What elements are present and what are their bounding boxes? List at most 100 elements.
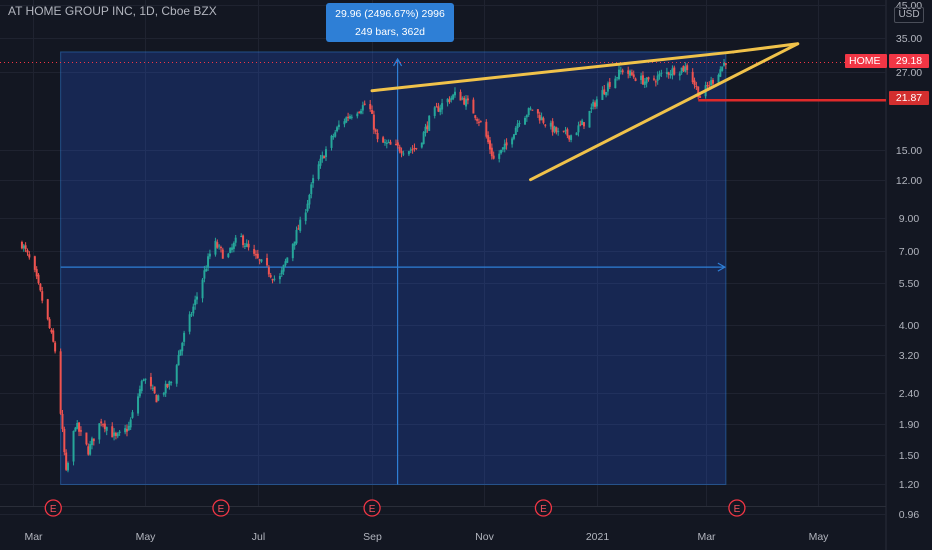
candle	[157, 394, 160, 402]
candle	[179, 349, 182, 356]
y-tick-label: 1.90	[899, 419, 920, 431]
candle	[411, 145, 414, 154]
candle-body	[389, 141, 392, 145]
candle	[345, 116, 348, 124]
candle-body	[529, 108, 532, 110]
candle	[500, 149, 503, 155]
candle	[603, 84, 606, 96]
candle	[669, 69, 672, 79]
candle-body	[402, 153, 405, 155]
candle-body	[490, 147, 493, 157]
candle-body	[67, 463, 70, 471]
candle	[361, 101, 364, 115]
candle-body	[37, 274, 40, 284]
trendline[interactable]	[370, 50, 735, 93]
candle	[422, 130, 425, 145]
candle	[168, 380, 171, 390]
candle	[350, 114, 353, 120]
candle-body	[183, 332, 186, 342]
candle	[74, 426, 77, 432]
candle-body	[256, 253, 259, 259]
candle-body	[142, 379, 145, 381]
candle	[22, 243, 25, 252]
candle-body	[74, 427, 77, 432]
y-tick-label: 1.50	[899, 450, 920, 462]
x-tick-label: Nov	[475, 531, 494, 543]
candle	[581, 118, 584, 126]
candle	[582, 121, 585, 130]
candle	[553, 125, 556, 134]
candle-body	[706, 85, 709, 87]
candle-body	[254, 254, 257, 256]
candle	[127, 421, 130, 432]
candle	[426, 121, 429, 133]
candle-body	[708, 85, 711, 87]
candle-body	[697, 86, 700, 98]
candle-body	[337, 124, 340, 128]
candle-body	[334, 132, 337, 137]
candle	[35, 266, 38, 280]
candle	[488, 136, 491, 154]
candle-body	[474, 115, 477, 118]
candle	[234, 234, 237, 247]
candle-body	[549, 122, 552, 127]
candle	[590, 103, 593, 113]
candle-body	[312, 178, 315, 184]
candle	[503, 139, 506, 153]
candle	[525, 114, 528, 122]
candle-body	[511, 138, 514, 145]
candle	[125, 424, 128, 437]
candle	[266, 253, 269, 267]
candle-body	[575, 132, 578, 136]
candle	[149, 372, 152, 390]
currency-button[interactable]: USD	[894, 7, 924, 23]
candle-body	[181, 342, 184, 352]
candle-body	[433, 107, 436, 116]
candle	[652, 75, 655, 81]
candle	[72, 430, 75, 466]
candle-body	[461, 98, 464, 100]
candle-body	[452, 94, 455, 100]
candle-body	[218, 245, 221, 247]
candle	[332, 133, 335, 140]
earnings-marker[interactable]: E	[212, 499, 230, 517]
earnings-marker[interactable]: E	[44, 499, 62, 517]
candle	[166, 383, 169, 389]
candle	[617, 65, 620, 81]
candle	[348, 114, 351, 120]
earnings-marker[interactable]: E	[728, 499, 746, 517]
trendline[interactable]	[731, 42, 800, 54]
candle-body	[695, 85, 698, 87]
earnings-marker[interactable]: E	[534, 499, 553, 517]
candle	[627, 66, 630, 79]
last-price-symbol: HOME	[845, 54, 887, 68]
candle	[643, 77, 646, 89]
trendline[interactable]	[529, 42, 800, 182]
candle-body	[144, 378, 147, 381]
candle	[665, 67, 668, 78]
candle-body	[192, 306, 195, 314]
candle	[413, 143, 416, 152]
candle-body	[116, 433, 119, 437]
candle	[297, 224, 300, 230]
candle-body	[24, 245, 27, 250]
candle	[142, 378, 145, 382]
candle-body	[221, 249, 224, 259]
candle-body	[149, 377, 152, 387]
candle	[164, 380, 167, 397]
candle-body	[227, 253, 230, 258]
candle-body	[553, 126, 556, 132]
candle	[619, 66, 622, 75]
candle	[194, 295, 197, 310]
candle	[54, 340, 57, 354]
candle	[240, 233, 243, 238]
candle	[579, 120, 582, 127]
candle	[216, 239, 219, 249]
candle	[498, 150, 501, 163]
earnings-marker[interactable]: E	[363, 499, 381, 517]
candle-body	[291, 244, 294, 259]
y-tick-label: 1.20	[899, 479, 920, 491]
candle	[111, 422, 114, 438]
candle	[621, 68, 624, 75]
